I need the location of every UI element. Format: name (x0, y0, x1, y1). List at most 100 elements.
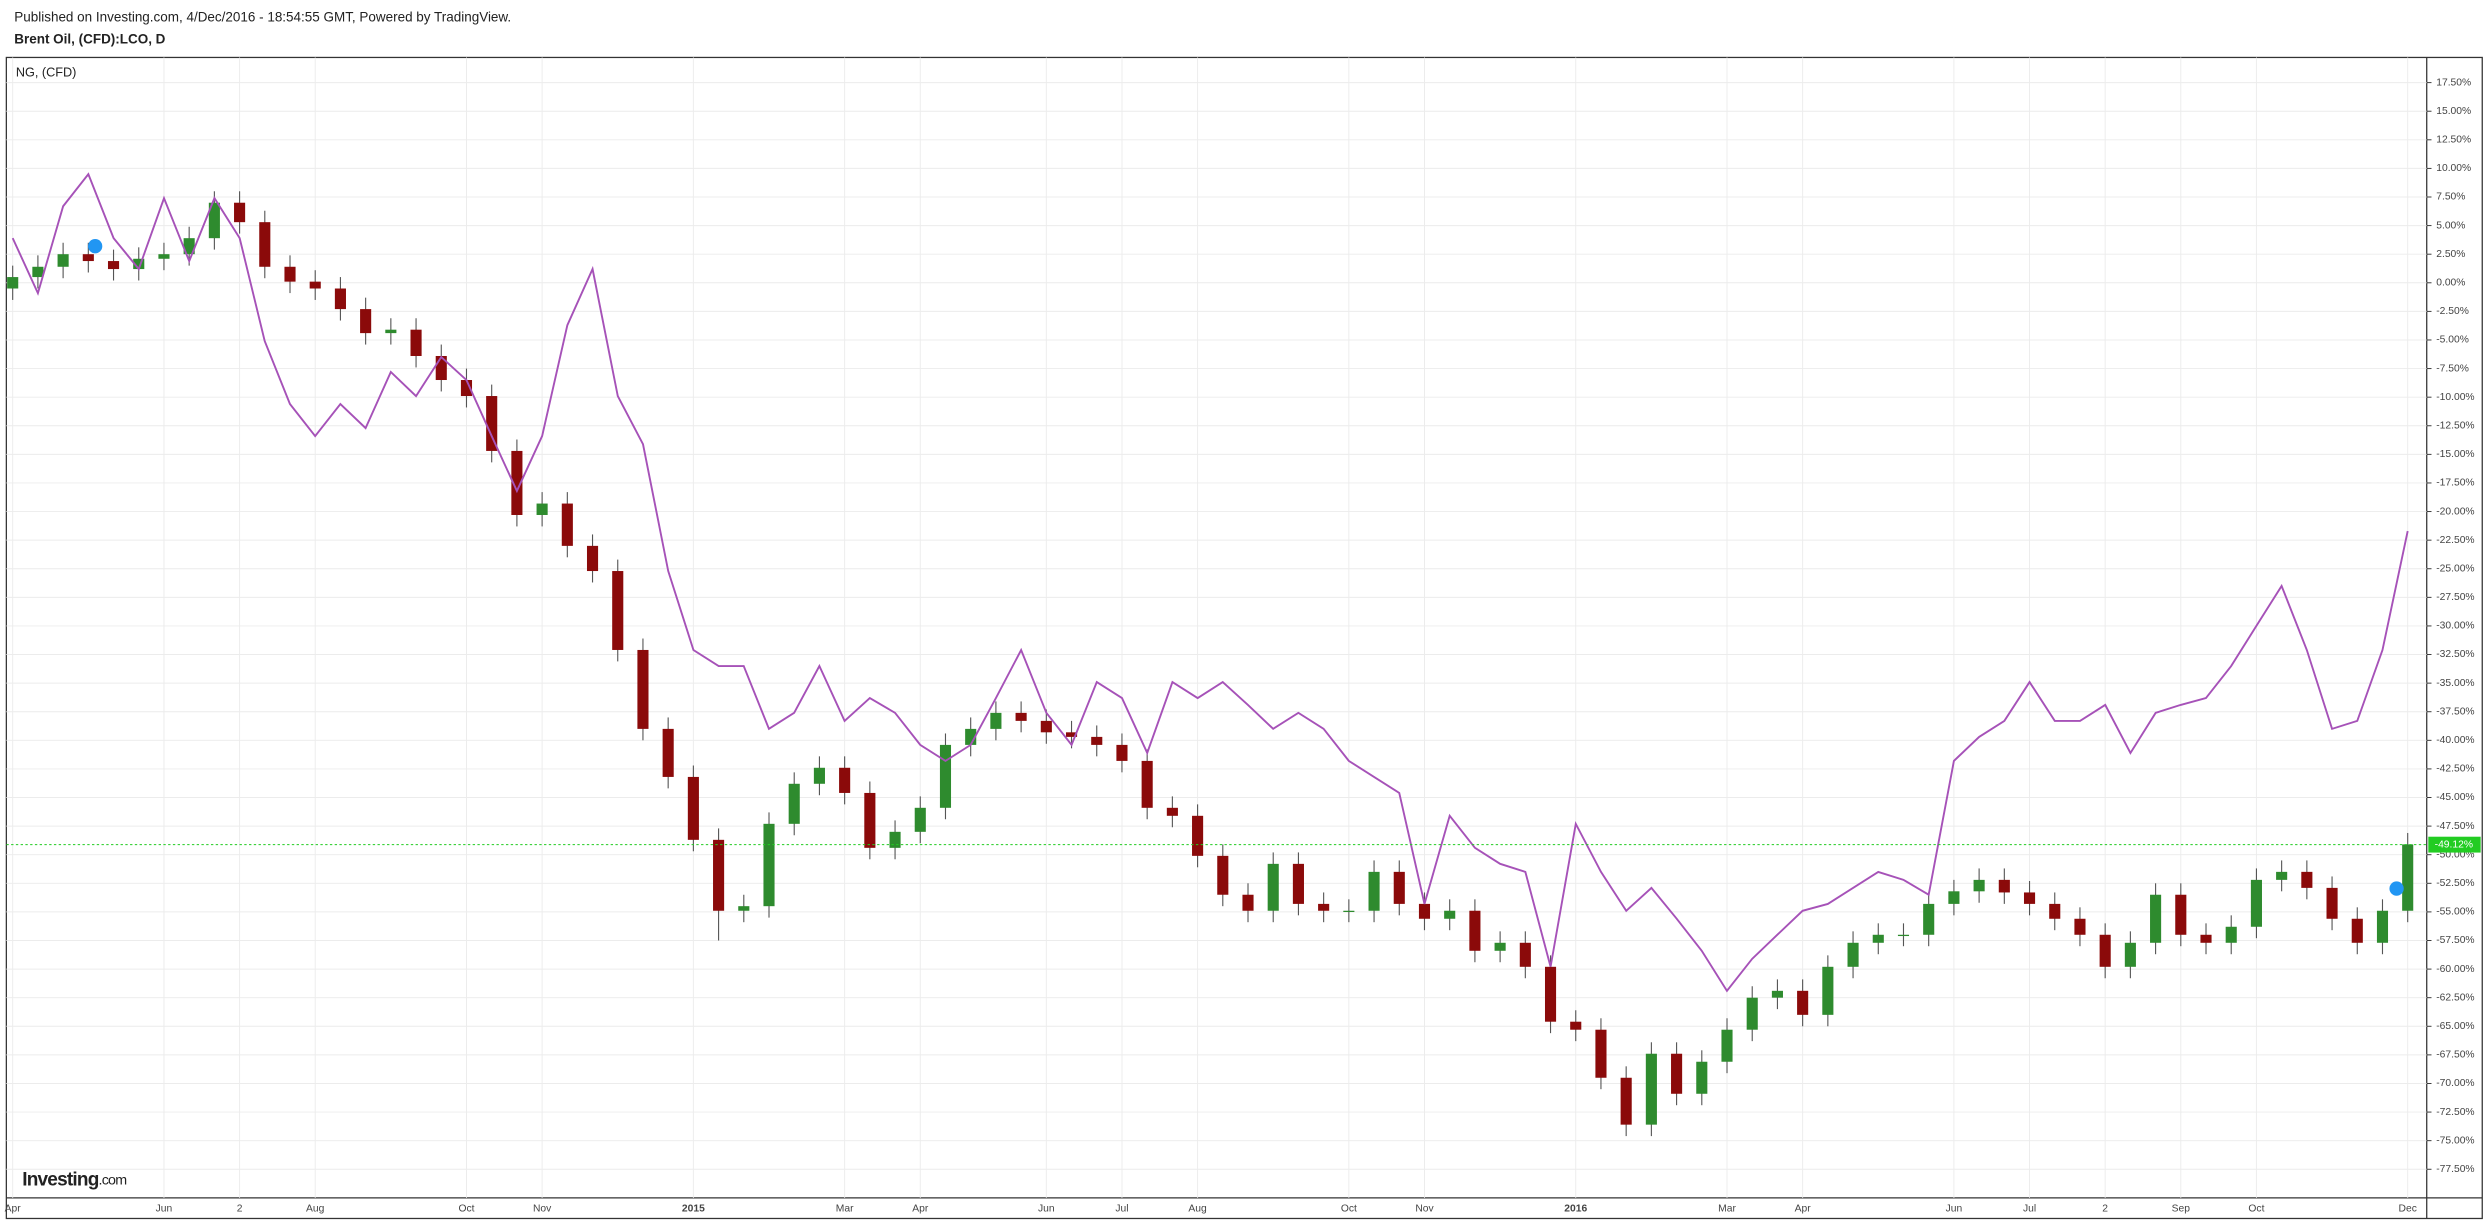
candle-body (2326, 887, 2338, 919)
candle-body (687, 776, 699, 840)
x-tick-label: Apr (912, 1204, 929, 1215)
candle-body (2049, 903, 2061, 919)
x-tick-label: Jul (2023, 1204, 2036, 1215)
y-tick-label: -72.50% (2436, 1107, 2474, 1118)
logo: Investing.com (22, 1169, 126, 1190)
candle-body (1267, 863, 1279, 911)
candle-body (2276, 871, 2288, 880)
y-tick-label: -2.50% (2436, 306, 2469, 317)
candle-body (1065, 732, 1078, 737)
candle-body (1671, 1053, 1683, 1094)
candle-body (2124, 942, 2136, 967)
y-tick-label: 7.50% (2436, 192, 2465, 203)
y-tick-label: 10.00% (2436, 163, 2471, 174)
y-tick-label: 15.00% (2436, 106, 2471, 117)
event-marker (2389, 881, 2404, 896)
x-tick-label: Dec (2399, 1204, 2417, 1215)
candle-body (133, 258, 145, 270)
candle-body (813, 767, 825, 784)
x-tick-label: Jul (1115, 1204, 1128, 1215)
candle-body (1242, 894, 1254, 911)
y-tick-label: -22.50% (2436, 535, 2474, 546)
y-tick-label: -12.50% (2436, 420, 2474, 431)
chart-title: Brent Oil, (CFD):LCO, D (14, 32, 165, 47)
published-note: Published on Investing.com, 4/Dec/2016 -… (14, 9, 511, 24)
y-tick-label: 5.00% (2436, 220, 2465, 231)
y-tick-label: -62.50% (2436, 992, 2474, 1003)
compare-line (11, 172, 2409, 993)
x-tick-label: 2 (237, 1204, 243, 1215)
x-tick-label: 2 (2102, 1204, 2108, 1215)
candle-body (2175, 894, 2187, 935)
candle-body (1822, 966, 1834, 1015)
y-tick-label: -27.50% (2436, 592, 2474, 603)
candle-body (1343, 910, 1355, 913)
y-tick-label: 2.50% (2436, 249, 2465, 260)
x-tick-label: Apr (5, 1204, 22, 1215)
y-tick-label: -67.50% (2436, 1050, 2474, 1061)
candle-body (2376, 910, 2389, 943)
x-tick-label: Oct (458, 1204, 474, 1215)
candle-body (234, 202, 246, 223)
last-price-box (2428, 836, 2481, 853)
candle-body (1141, 760, 1153, 808)
candle-body (1721, 1029, 1733, 1062)
grid (6, 57, 2432, 1198)
y-tick-label: -37.50% (2436, 706, 2474, 717)
candle-body (183, 238, 195, 255)
candle-body (1847, 942, 1859, 967)
candle-body (1998, 879, 2010, 893)
frame (5, 56, 2483, 1220)
y-tick-label: -50.00% (2436, 849, 2474, 860)
y-tick-label: -77.50% (2436, 1164, 2474, 1175)
candle-body (1771, 990, 1783, 998)
candle-body (738, 906, 750, 911)
candle-body (2099, 934, 2111, 967)
candle-body (788, 783, 800, 824)
candle-body (1645, 1053, 1657, 1125)
x-tick-label: Nov (533, 1204, 552, 1215)
y-tick-label: -55.00% (2436, 907, 2474, 918)
candle-body (1519, 942, 1531, 967)
candle-body (360, 309, 372, 334)
logo-suffix: .com (99, 1172, 127, 1188)
candle-body (334, 288, 346, 310)
logo-main: Investing (22, 1169, 99, 1190)
y-tick-label: -5.00% (2436, 335, 2469, 346)
candle-body (309, 281, 321, 289)
candle-body (57, 254, 69, 267)
last-price-label: -49.12% (2435, 839, 2473, 850)
candle-body (1292, 863, 1304, 904)
x-tick-label: Jun (1038, 1204, 1055, 1215)
candle-body (1973, 879, 1985, 892)
candle-body (259, 222, 271, 267)
candle-body (1570, 1021, 1582, 1030)
x-tick-label: Jun (156, 1204, 173, 1215)
candle-body (82, 254, 94, 262)
x-tick-label: Mar (1718, 1204, 1736, 1215)
candle-body (637, 649, 649, 729)
candle-body (1444, 910, 1456, 919)
candle-body (713, 839, 725, 911)
y-tick-label: 0.00% (2436, 278, 2465, 289)
candle-body (839, 767, 851, 793)
candle-body (2402, 844, 2414, 911)
candle-body (1797, 990, 1809, 1015)
candle-body (2023, 892, 2036, 904)
candle-body (1948, 891, 1960, 904)
candle-body (1040, 720, 1052, 733)
y-tick-label: -65.00% (2436, 1021, 2474, 1032)
candle-body (990, 712, 1002, 729)
y-tick-label: 12.50% (2436, 135, 2471, 146)
candle-body (107, 261, 120, 270)
candle-body (385, 329, 397, 334)
candle-body (1544, 966, 1557, 1022)
x-tick-label: Nov (1415, 1204, 1434, 1215)
candle-body (1494, 942, 1506, 951)
x-tick-label: Apr (1795, 1204, 1812, 1215)
y-tick-label: -45.00% (2436, 792, 2474, 803)
x-tick-label: Sep (2172, 1204, 2191, 1215)
candle-body (889, 831, 901, 848)
candle-body (2351, 918, 2363, 943)
y-tick-label: -70.00% (2436, 1078, 2474, 1089)
